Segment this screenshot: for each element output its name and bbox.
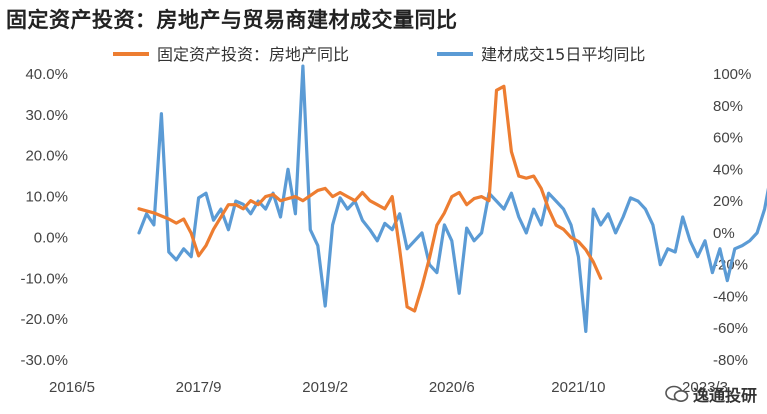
y-right-tick-label: 100%	[713, 66, 751, 83]
y-right-tick-label: 80%	[713, 98, 743, 115]
y-right-tick-label: 40%	[713, 161, 743, 178]
y-left-tick-label: -10.0%	[20, 270, 68, 287]
x-tick-label: 2019/2	[302, 379, 348, 396]
x-tick-label: 2021/10	[551, 379, 605, 396]
y-right-tick-label: 0%	[713, 225, 735, 242]
y-left-tick-label: -20.0%	[20, 311, 68, 328]
y-left-tick-label: 10.0%	[25, 189, 68, 206]
series-line-1	[137, 84, 603, 313]
y-left-tick-label: 40.0%	[25, 66, 68, 83]
y-left-tick-label: 0.0%	[34, 229, 68, 246]
series-line-2	[137, 64, 767, 333]
watermark-text: 逸通投研	[692, 386, 757, 405]
y-left-tick-label: 30.0%	[25, 107, 68, 124]
x-tick-label: 2017/9	[176, 379, 222, 396]
y-right-tick-label: -80%	[713, 352, 748, 369]
y-right-tick-label: -60%	[713, 320, 748, 337]
y-left-tick-label: 20.0%	[25, 148, 68, 165]
x-tick-label: 2016/5	[49, 379, 95, 396]
x-tick-label: 2020/6	[429, 379, 475, 396]
watermark: 逸通投研	[665, 382, 757, 406]
x-tick-label: 2023/3	[682, 379, 728, 396]
y-right-tick-label: 20%	[713, 193, 743, 210]
y-right-tick-label: 60%	[713, 130, 743, 147]
y-left-tick-label: -30.0%	[20, 352, 68, 369]
wechat-icon	[665, 385, 689, 402]
y-right-tick-label: -40%	[713, 288, 748, 305]
legend-label-1: 固定资产投资：房地产同比	[157, 45, 349, 64]
legend-label-2: 建材成交15日平均同比	[481, 45, 645, 64]
chart-title: 固定资产投资：房地产与贸易商建材成交量同比	[6, 8, 458, 32]
